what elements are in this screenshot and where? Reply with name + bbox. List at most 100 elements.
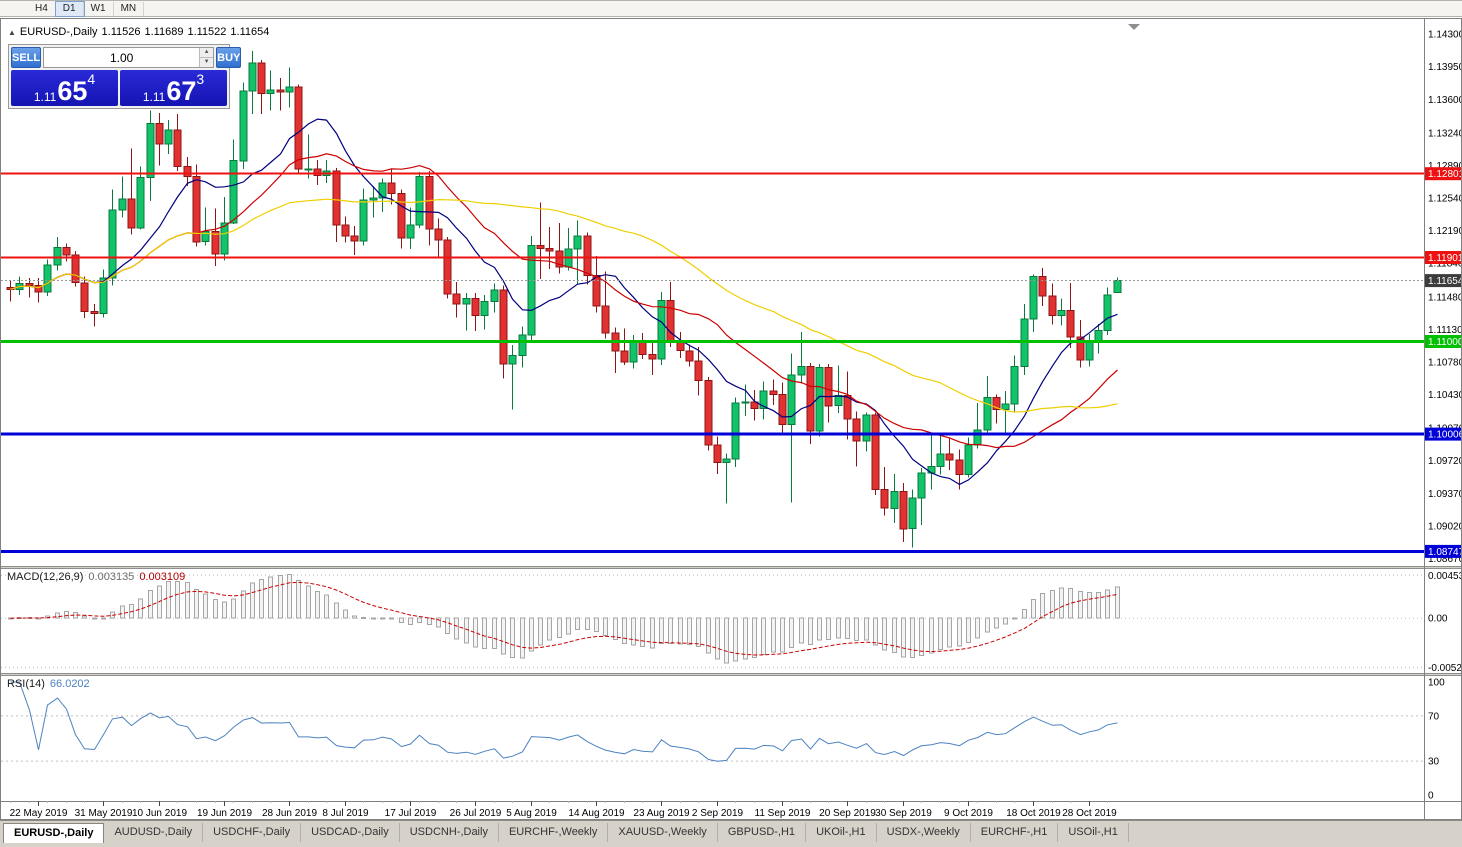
svg-text:1.08670: 1.08670 xyxy=(1428,554,1462,565)
svg-text:23 Aug 2019: 23 Aug 2019 xyxy=(633,808,690,819)
svg-text:14 Aug 2019: 14 Aug 2019 xyxy=(568,808,625,819)
volume-input[interactable] xyxy=(44,48,200,67)
chart-shift-marker-icon xyxy=(1128,24,1140,30)
svg-text:8 Jul 2019: 8 Jul 2019 xyxy=(322,808,369,819)
macd-name: MACD(12,26,9) xyxy=(7,571,84,583)
buy-button[interactable]: BUY xyxy=(216,47,242,68)
timeframe-button-mn[interactable]: MN xyxy=(114,1,145,16)
volume-spinner: ▲ ▼ xyxy=(199,48,214,67)
svg-text:18 Oct 2019: 18 Oct 2019 xyxy=(1006,808,1061,819)
date-axis: 22 May 2019 31 May 2019 10 Jun 2019 19 Jun … xyxy=(10,801,1117,819)
macd-signal-value: 0.003109 xyxy=(139,571,186,583)
symbol-name: EURUSD-,Daily xyxy=(19,26,98,38)
volume-decrease-button[interactable]: ▼ xyxy=(200,58,214,67)
sell-price-button[interactable]: 1.11 65 4 xyxy=(11,70,118,106)
buy-price-button[interactable]: 1.11 67 3 xyxy=(120,70,227,106)
sell-price-pipette: 4 xyxy=(87,71,96,87)
rsi-line xyxy=(10,681,1118,762)
macd-signal-line xyxy=(10,581,1118,656)
svg-text:10 Jun 2019: 10 Jun 2019 xyxy=(132,808,187,819)
svg-text:1.10780: 1.10780 xyxy=(1428,358,1462,369)
sell-button[interactable]: SELL xyxy=(11,47,42,68)
svg-text:0.004536: 0.004536 xyxy=(1428,571,1462,582)
svg-text:1.12540: 1.12540 xyxy=(1428,194,1462,205)
svg-text:0.00: 0.00 xyxy=(1428,614,1448,625)
svg-text:1.11654: 1.11654 xyxy=(1428,276,1462,287)
svg-text:26 Jul 2019: 26 Jul 2019 xyxy=(450,808,502,819)
ohlc-open: 1.11526 xyxy=(101,26,141,38)
chart-tab-usdcnh-daily[interactable]: USDCNH-,Daily xyxy=(400,823,499,842)
svg-text:70: 70 xyxy=(1428,711,1440,722)
chart-tab-eurchf-weekly[interactable]: EURCHF-,Weekly xyxy=(499,823,609,842)
macd-indicator-label: MACD(12,26,9) 0.003135 0.003109 xyxy=(7,571,185,583)
rsi-indicator-label: RSI(14) 66.0202 xyxy=(7,678,90,690)
svg-text:1.09720: 1.09720 xyxy=(1428,456,1462,467)
svg-text:5 Aug 2019: 5 Aug 2019 xyxy=(506,808,557,819)
svg-text:1.11480: 1.11480 xyxy=(1428,292,1462,303)
rsi-pane xyxy=(1,681,1424,762)
svg-text:1.08747: 1.08747 xyxy=(1428,547,1462,558)
volume-field: ▲ ▼ xyxy=(43,47,215,68)
svg-text:28 Jun 2019: 28 Jun 2019 xyxy=(262,808,317,819)
chart-tab-usdchf-daily[interactable]: USDCHF-,Daily xyxy=(203,823,302,842)
chart-tab-ukoil-h1[interactable]: UKOil-,H1 xyxy=(806,823,877,842)
svg-text:22 May 2019: 22 May 2019 xyxy=(10,808,68,819)
timeframe-button-w1[interactable]: W1 xyxy=(84,1,114,16)
svg-text:1.09370: 1.09370 xyxy=(1428,489,1462,500)
svg-text:1.13600: 1.13600 xyxy=(1428,95,1462,106)
sell-price-big: 65 xyxy=(57,76,88,106)
ma-10-line xyxy=(10,118,1118,486)
svg-text:1.10430: 1.10430 xyxy=(1428,390,1462,401)
ohlc-high: 1.11689 xyxy=(144,26,184,38)
svg-text:1.12190: 1.12190 xyxy=(1428,226,1462,237)
svg-text:1.12890: 1.12890 xyxy=(1428,161,1462,172)
chart-tab-gbpusd-h1[interactable]: GBPUSD-,H1 xyxy=(718,823,807,842)
ohlc-low: 1.11522 xyxy=(187,26,227,38)
svg-text:1.13240: 1.13240 xyxy=(1428,128,1462,139)
macd-main-value: 0.003135 xyxy=(88,571,135,583)
chart-tabs-bar: EURUSD-,Daily AUDUSD-,Daily USDCHF-,Daily U… xyxy=(0,820,1462,847)
svg-text:1.14300: 1.14300 xyxy=(1428,30,1462,41)
svg-text:-0.005205: -0.005205 xyxy=(1428,663,1462,674)
ma-45-line xyxy=(10,198,1118,413)
svg-text:11 Sep 2019: 11 Sep 2019 xyxy=(755,808,811,819)
chart-tab-usdcad-daily[interactable]: USDCAD-,Daily xyxy=(301,823,400,842)
ohlc-close: 1.11654 xyxy=(230,26,270,38)
price-axis: 1.14300 1.13950 1.13600 1.13240 1.12890 1.125… xyxy=(1425,30,1462,802)
sell-price-prefix: 1.11 xyxy=(33,90,57,104)
timeframe-button-h4[interactable]: H4 xyxy=(28,1,56,16)
horizontal-lines-layer xyxy=(1,172,1424,553)
chart-ohlc-header: ▲ EURUSD-,Daily 1.11526 1.11689 1.11522 1.116… xyxy=(8,26,273,38)
svg-text:2 Sep 2019: 2 Sep 2019 xyxy=(692,808,744,819)
svg-text:1.11130: 1.11130 xyxy=(1428,325,1462,336)
svg-text:20 Sep 2019: 20 Sep 2019 xyxy=(819,808,876,819)
timeframe-toolbar: H4 D1 W1 MN xyxy=(0,1,1462,17)
chart-canvas[interactable]: 22 May 2019 31 May 2019 10 Jun 2019 19 Jun … xyxy=(0,18,1462,820)
one-click-collapse-icon[interactable]: ▲ xyxy=(8,28,16,37)
chart-tab-usoil-h1[interactable]: USOil-,H1 xyxy=(1058,823,1129,842)
svg-text:100: 100 xyxy=(1428,678,1445,689)
chart-tab-usdx-weekly[interactable]: USDX-,Weekly xyxy=(877,823,971,842)
rsi-value: 66.0202 xyxy=(49,678,90,690)
svg-text:17 Jul 2019: 17 Jul 2019 xyxy=(385,808,437,819)
svg-text:1.13950: 1.13950 xyxy=(1428,62,1462,73)
svg-text:1.10006: 1.10006 xyxy=(1428,430,1462,441)
rsi-name: RSI(14) xyxy=(7,678,45,690)
chart-tab-eurusd-daily[interactable]: EURUSD-,Daily xyxy=(3,823,105,843)
chart-tab-xauusd-weekly[interactable]: XAUUSD-,Weekly xyxy=(608,823,718,842)
buy-price-pipette: 3 xyxy=(196,71,205,87)
macd-pane xyxy=(1,573,1424,668)
volume-increase-button[interactable]: ▲ xyxy=(200,48,214,58)
svg-text:19 Jun 2019: 19 Jun 2019 xyxy=(197,808,252,819)
chart-tab-audusd-daily[interactable]: AUDUSD-,Daily xyxy=(104,823,204,842)
buy-price-prefix: 1.11 xyxy=(142,90,166,104)
svg-text:0: 0 xyxy=(1428,791,1434,802)
timeframe-button-d1[interactable]: D1 xyxy=(54,1,85,17)
svg-text:31 May 2019: 31 May 2019 xyxy=(75,808,133,819)
chart-tab-eurchf-h1[interactable]: EURCHF-,H1 xyxy=(971,823,1059,842)
svg-text:30: 30 xyxy=(1428,757,1440,768)
svg-text:9 Oct 2019: 9 Oct 2019 xyxy=(944,808,993,819)
svg-text:1.09020: 1.09020 xyxy=(1428,521,1462,532)
